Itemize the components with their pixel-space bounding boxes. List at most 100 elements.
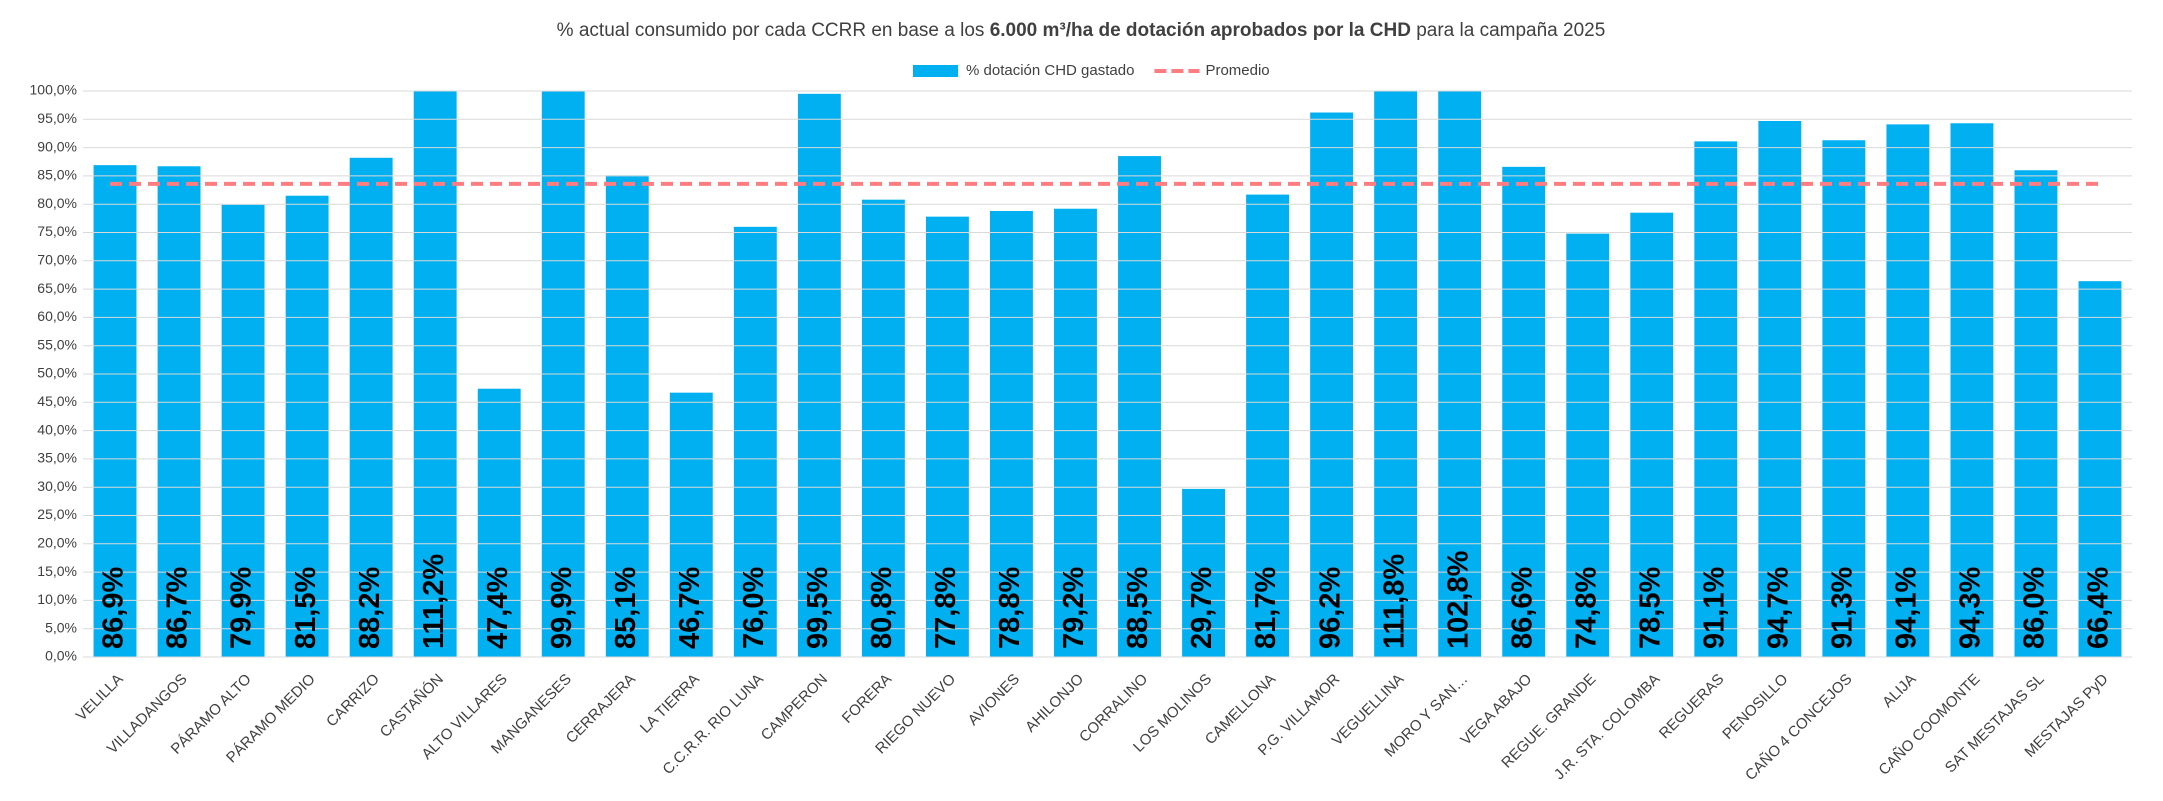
y-tick-label: 70,0%	[37, 252, 77, 268]
value-label: 29,7%	[1186, 567, 1218, 649]
bar	[349, 157, 393, 657]
value-label: 76,0%	[738, 567, 770, 649]
bar	[2014, 170, 2058, 658]
x-tick-label: FORERA	[839, 671, 895, 727]
bar	[1694, 141, 1738, 657]
bar	[1246, 194, 1290, 657]
legend-label: Promedio	[1205, 62, 1269, 79]
chart-title: % actual consumido por cada CCRR en base…	[557, 20, 1606, 41]
title-part: para la campaña 2025	[1411, 20, 1605, 41]
value-label: 78,8%	[994, 567, 1026, 649]
value-label: 78,5%	[1634, 567, 1666, 649]
bar	[669, 392, 713, 657]
x-tick-label: REGUERAS	[1656, 671, 1728, 743]
value-label: 88,2%	[354, 567, 386, 649]
x-tick-label: J.R. STA. COLOMBA	[1551, 671, 1664, 784]
value-label: 86,7%	[162, 567, 194, 649]
bar	[1054, 208, 1097, 657]
bar	[1950, 123, 1994, 657]
bar	[1566, 233, 1610, 657]
title-part: 6.000 m³/ha de dotación aprobados por la…	[990, 20, 1411, 41]
value-label: 74,8%	[1570, 567, 1602, 649]
value-label: 81,5%	[290, 567, 322, 649]
y-tick-label: 10,0%	[37, 591, 77, 607]
bar	[477, 388, 521, 657]
value-label: 86,9%	[98, 567, 130, 649]
x-tick-label: VELILLA	[73, 671, 127, 725]
y-tick-label: 65,0%	[37, 280, 77, 296]
plot-area	[93, 91, 2122, 658]
bar	[93, 165, 137, 657]
y-tick-label: 15,0%	[37, 563, 77, 579]
y-tick-label: 95,0%	[37, 110, 77, 126]
y-tick-label: 90,0%	[37, 138, 77, 154]
value-label: 94,7%	[1762, 567, 1794, 649]
y-tick-label: 5,0%	[45, 619, 77, 635]
bar	[797, 93, 841, 657]
value-label: 99,5%	[802, 567, 834, 649]
bar	[1310, 112, 1354, 658]
y-tick-label: 20,0%	[37, 535, 77, 551]
x-tick-label: CASTAÑÓN	[377, 671, 447, 741]
legend-swatch	[913, 65, 958, 77]
y-tick-label: 30,0%	[37, 478, 77, 494]
y-tick-label: 80,0%	[37, 195, 77, 211]
value-label: 77,8%	[930, 567, 962, 649]
bar	[1886, 124, 1930, 658]
y-tick-label: 0,0%	[45, 648, 77, 664]
x-tick-label: CAÑO 4 CONCEJOS	[1742, 671, 1855, 784]
legend-label: % dotación CHD gastado	[966, 62, 1134, 79]
value-label: 47,4%	[482, 567, 514, 649]
value-label: 94,3%	[1955, 567, 1987, 649]
bar	[285, 195, 329, 657]
value-label: 80,8%	[866, 567, 898, 649]
x-tick-label: LA TIERRA	[637, 671, 703, 737]
value-label: 86,0%	[2019, 567, 2051, 649]
y-tick-label: 85,0%	[37, 167, 77, 183]
y-tick-label: 45,0%	[37, 393, 77, 409]
value-label: 66,4%	[2083, 567, 2115, 649]
value-label: 81,7%	[1250, 567, 1282, 649]
value-label: 79,9%	[226, 567, 258, 649]
value-label: 111,8%	[1378, 554, 1410, 649]
x-tick-label: CARRIZO	[323, 671, 383, 731]
x-tick-label: PENOSILLO	[1719, 671, 1791, 743]
bar	[990, 210, 1033, 657]
value-label: 96,2%	[1314, 567, 1346, 649]
value-label: 94,1%	[1891, 567, 1923, 649]
y-tick-label: 100,0%	[30, 82, 77, 98]
value-label: 79,2%	[1058, 567, 1090, 649]
value-label: 85,1%	[610, 567, 642, 649]
value-label: 91,1%	[1698, 567, 1730, 649]
x-tick-label: AHILONJO	[1022, 671, 1087, 736]
x-tick-label: CAMPERON	[758, 671, 831, 744]
bar	[1630, 212, 1674, 657]
y-tick-label: 55,0%	[37, 336, 77, 352]
value-label: 86,6%	[1506, 567, 1538, 649]
value-label: 46,7%	[674, 567, 706, 649]
bar	[733, 226, 777, 657]
y-tick-label: 25,0%	[37, 506, 77, 522]
bar	[1118, 156, 1161, 657]
bar	[2078, 281, 2122, 657]
value-label: 99,9%	[546, 567, 578, 649]
bar	[1502, 166, 1546, 657]
bar	[157, 166, 201, 657]
bar	[925, 216, 969, 658]
bar	[1758, 120, 1802, 658]
y-tick-label: 60,0%	[37, 308, 77, 324]
y-tick-label: 75,0%	[37, 223, 77, 239]
bar	[605, 175, 649, 658]
value-label: 102,8%	[1442, 550, 1474, 649]
x-tick-label: ALIJA	[1879, 671, 1919, 711]
x-tick-label: AVIONES	[965, 671, 1023, 729]
value-label: 91,3%	[1827, 567, 1859, 649]
value-label: 88,5%	[1122, 567, 1154, 649]
bar	[1822, 140, 1866, 657]
y-tick-label: 50,0%	[37, 365, 77, 381]
title-part: % actual consumido por cada CCRR en base…	[557, 20, 990, 41]
y-tick-label: 35,0%	[37, 450, 77, 466]
value-label: 111,2%	[418, 554, 450, 649]
y-tick-label: 40,0%	[37, 421, 77, 437]
